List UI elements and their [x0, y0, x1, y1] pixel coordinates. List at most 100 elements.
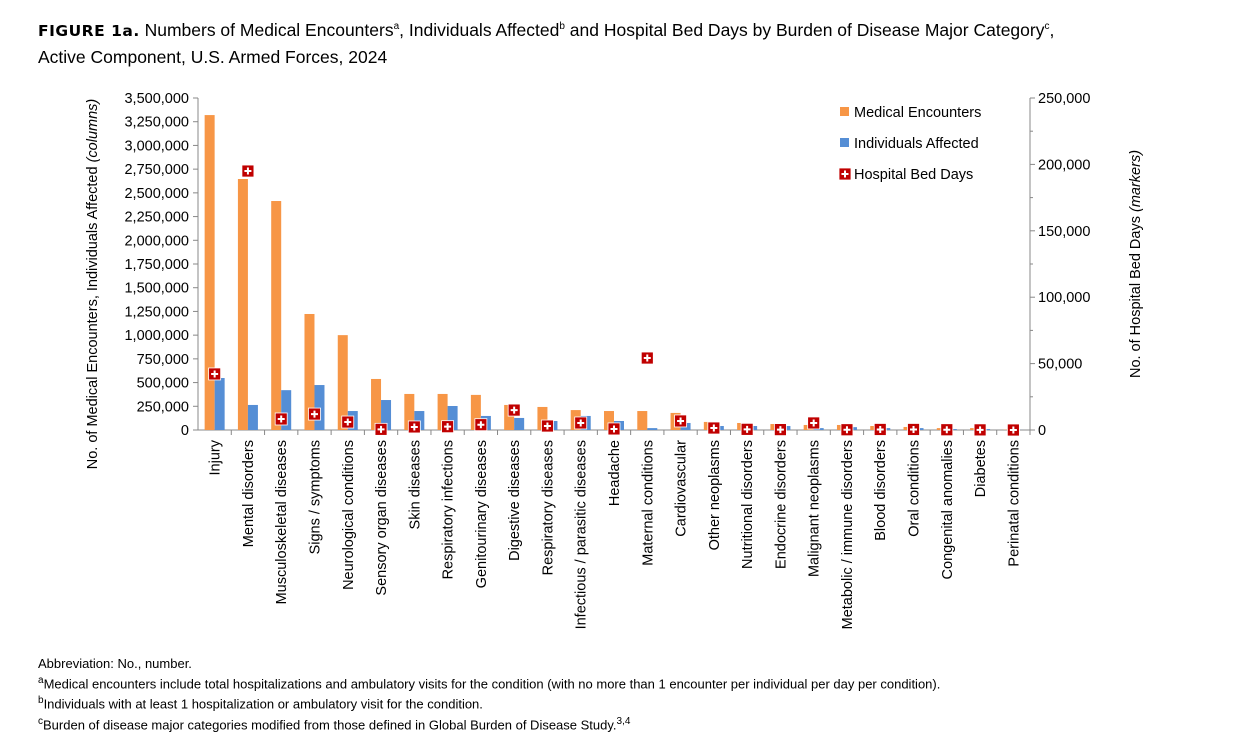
left-tick-label: 2,500,000 — [124, 186, 189, 202]
category-label: Blood disorders — [873, 440, 889, 541]
bar-medical-encounters — [404, 393, 415, 430]
left-tick-label: 500,000 — [137, 376, 189, 392]
bar-medical-encounters — [637, 411, 648, 430]
marker-hospital-bed-days — [407, 420, 421, 434]
marker-plus — [810, 419, 818, 427]
title-text: , Individuals Affected — [399, 19, 560, 40]
marker-plus — [211, 370, 219, 378]
category-label: Injury — [208, 439, 224, 475]
marker-hospital-bed-days — [807, 416, 821, 430]
marker-plus — [677, 417, 685, 425]
footnote-mark: b — [559, 21, 565, 32]
note-abbrev: Abbreviation: No., number. — [38, 656, 192, 671]
marker-hospital-bed-days — [208, 367, 222, 381]
chart: 0 250,000 500,000 750,000 1,000,000 1,250,000… — [85, 91, 1144, 629]
footnote-mark: b — [38, 695, 44, 707]
bar-medical-encounters — [604, 411, 614, 430]
marker-plus — [543, 422, 551, 430]
category-label: Malignant neoplasms — [807, 440, 823, 577]
category-label: Infectious / parasitic diseases — [574, 440, 590, 629]
right-tick-label: 50,000 — [1038, 357, 1082, 373]
category-label: Digestive diseases — [507, 440, 523, 561]
marker-plus — [577, 419, 585, 427]
category-label: Mental disorders — [241, 440, 257, 547]
marker-plus — [643, 354, 651, 362]
title-line2: Active Component, U.S. Armed Forces, 202… — [38, 46, 388, 67]
marker-hospital-bed-days — [374, 422, 388, 436]
footnote-mark: a — [38, 675, 44, 686]
right-tick-label: 100,000 — [1038, 290, 1090, 306]
left-tick-label: 1,500,000 — [124, 281, 189, 297]
left-tick-label: 1,750,000 — [124, 257, 189, 273]
marker-hospital-bed-days — [241, 164, 255, 178]
category-label: Cardiovascular — [674, 440, 690, 537]
marker-hospital-bed-days — [1006, 423, 1020, 437]
footnotes: Abbreviation: No., number. aMedical enco… — [38, 655, 940, 733]
legend-label: Individuals Affected — [854, 136, 979, 152]
title-text: and Hospital Bed Days by Burden of Disea… — [564, 19, 1045, 40]
marker-hospital-bed-days — [507, 403, 521, 417]
category-label: Musculoskeletal diseases — [274, 440, 290, 604]
marker-hospital-bed-days — [940, 423, 954, 437]
bar-medical-encounters — [537, 406, 548, 430]
chart-title: FIGURE 1a. Numbers of Medical Encounters… — [38, 14, 1238, 70]
legend-label: Medical Encounters — [854, 105, 981, 121]
category-label: Respiratory infections — [441, 440, 457, 579]
category-label: Respiratory diseases — [540, 440, 556, 575]
marker-plus — [310, 410, 318, 418]
marker-plus — [943, 426, 951, 434]
marker-hospital-bed-days — [474, 418, 488, 432]
category-label: Other neoplasms — [707, 440, 723, 550]
right-tick-label: 250,000 — [1038, 91, 1090, 107]
marker-plus — [743, 425, 751, 433]
bar-individuals-affected — [414, 411, 425, 430]
marker-plus — [1009, 426, 1017, 434]
marker-hospital-bed-days — [707, 421, 721, 435]
marker-plus — [344, 418, 352, 426]
marker-hospital-bed-days — [973, 423, 987, 437]
note-c: cBurden of disease major categories modi… — [38, 713, 940, 733]
category-label: Endocrine disorders — [773, 440, 789, 569]
marker-plus — [710, 424, 718, 432]
bar-medical-encounters — [271, 201, 282, 430]
category-label: Nutritional disorders — [740, 440, 756, 569]
left-tick-label: 3,000,000 — [124, 138, 189, 154]
category-label: Congenital anomalies — [940, 440, 956, 579]
bar-individuals-affected — [214, 378, 225, 430]
footnote-mark: c — [38, 715, 43, 727]
marker-plus — [410, 423, 418, 431]
marker-plus — [477, 421, 485, 429]
bar-medical-encounters — [304, 313, 315, 430]
marker-hospital-bed-days — [574, 416, 588, 430]
category-label: Oral conditions — [907, 440, 923, 537]
marker-plus — [910, 425, 918, 433]
left-tick-label: 250,000 — [137, 399, 189, 415]
category-label: Signs / symptoms — [307, 440, 323, 554]
marker-plus — [843, 426, 851, 434]
left-axis-label-italic: (columns) — [85, 99, 101, 163]
bar-individuals-affected — [381, 400, 392, 430]
left-tick-label: 750,000 — [137, 352, 189, 368]
marker-hospital-bed-days — [774, 423, 787, 437]
marker-hospital-bed-days — [907, 423, 920, 436]
right-tick-label: 150,000 — [1038, 224, 1090, 240]
bar-medical-encounters — [237, 179, 248, 430]
bar-individuals-affected — [647, 428, 658, 430]
note-a: aMedical encounters include total hospit… — [38, 672, 940, 692]
marker-hospital-bed-days — [840, 423, 854, 437]
right-axis-label: No. of Hospital Bed Days (markers) — [1128, 150, 1144, 378]
left-tick-label: 2,750,000 — [124, 162, 189, 178]
marker-hospital-bed-days — [740, 422, 754, 436]
marker-hospital-bed-days — [441, 420, 455, 434]
category-label: Skin diseases — [407, 440, 423, 529]
marker-plus — [377, 425, 385, 433]
bar-individuals-affected — [247, 404, 258, 430]
marker-plus — [444, 423, 452, 431]
category-label: Diabetes — [973, 440, 989, 497]
marker-hospital-bed-days — [674, 414, 687, 428]
bar-medical-encounters — [437, 393, 448, 430]
marker-hospital-bed-days — [341, 415, 355, 429]
marker-plus — [876, 425, 884, 433]
marker-plus — [510, 406, 518, 414]
marker-hospital-bed-days — [308, 407, 321, 421]
